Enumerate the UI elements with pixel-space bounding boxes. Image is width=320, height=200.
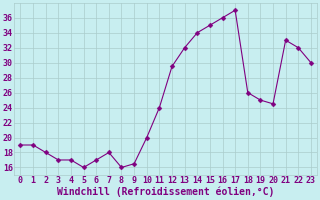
X-axis label: Windchill (Refroidissement éolien,°C): Windchill (Refroidissement éolien,°C): [57, 187, 274, 197]
